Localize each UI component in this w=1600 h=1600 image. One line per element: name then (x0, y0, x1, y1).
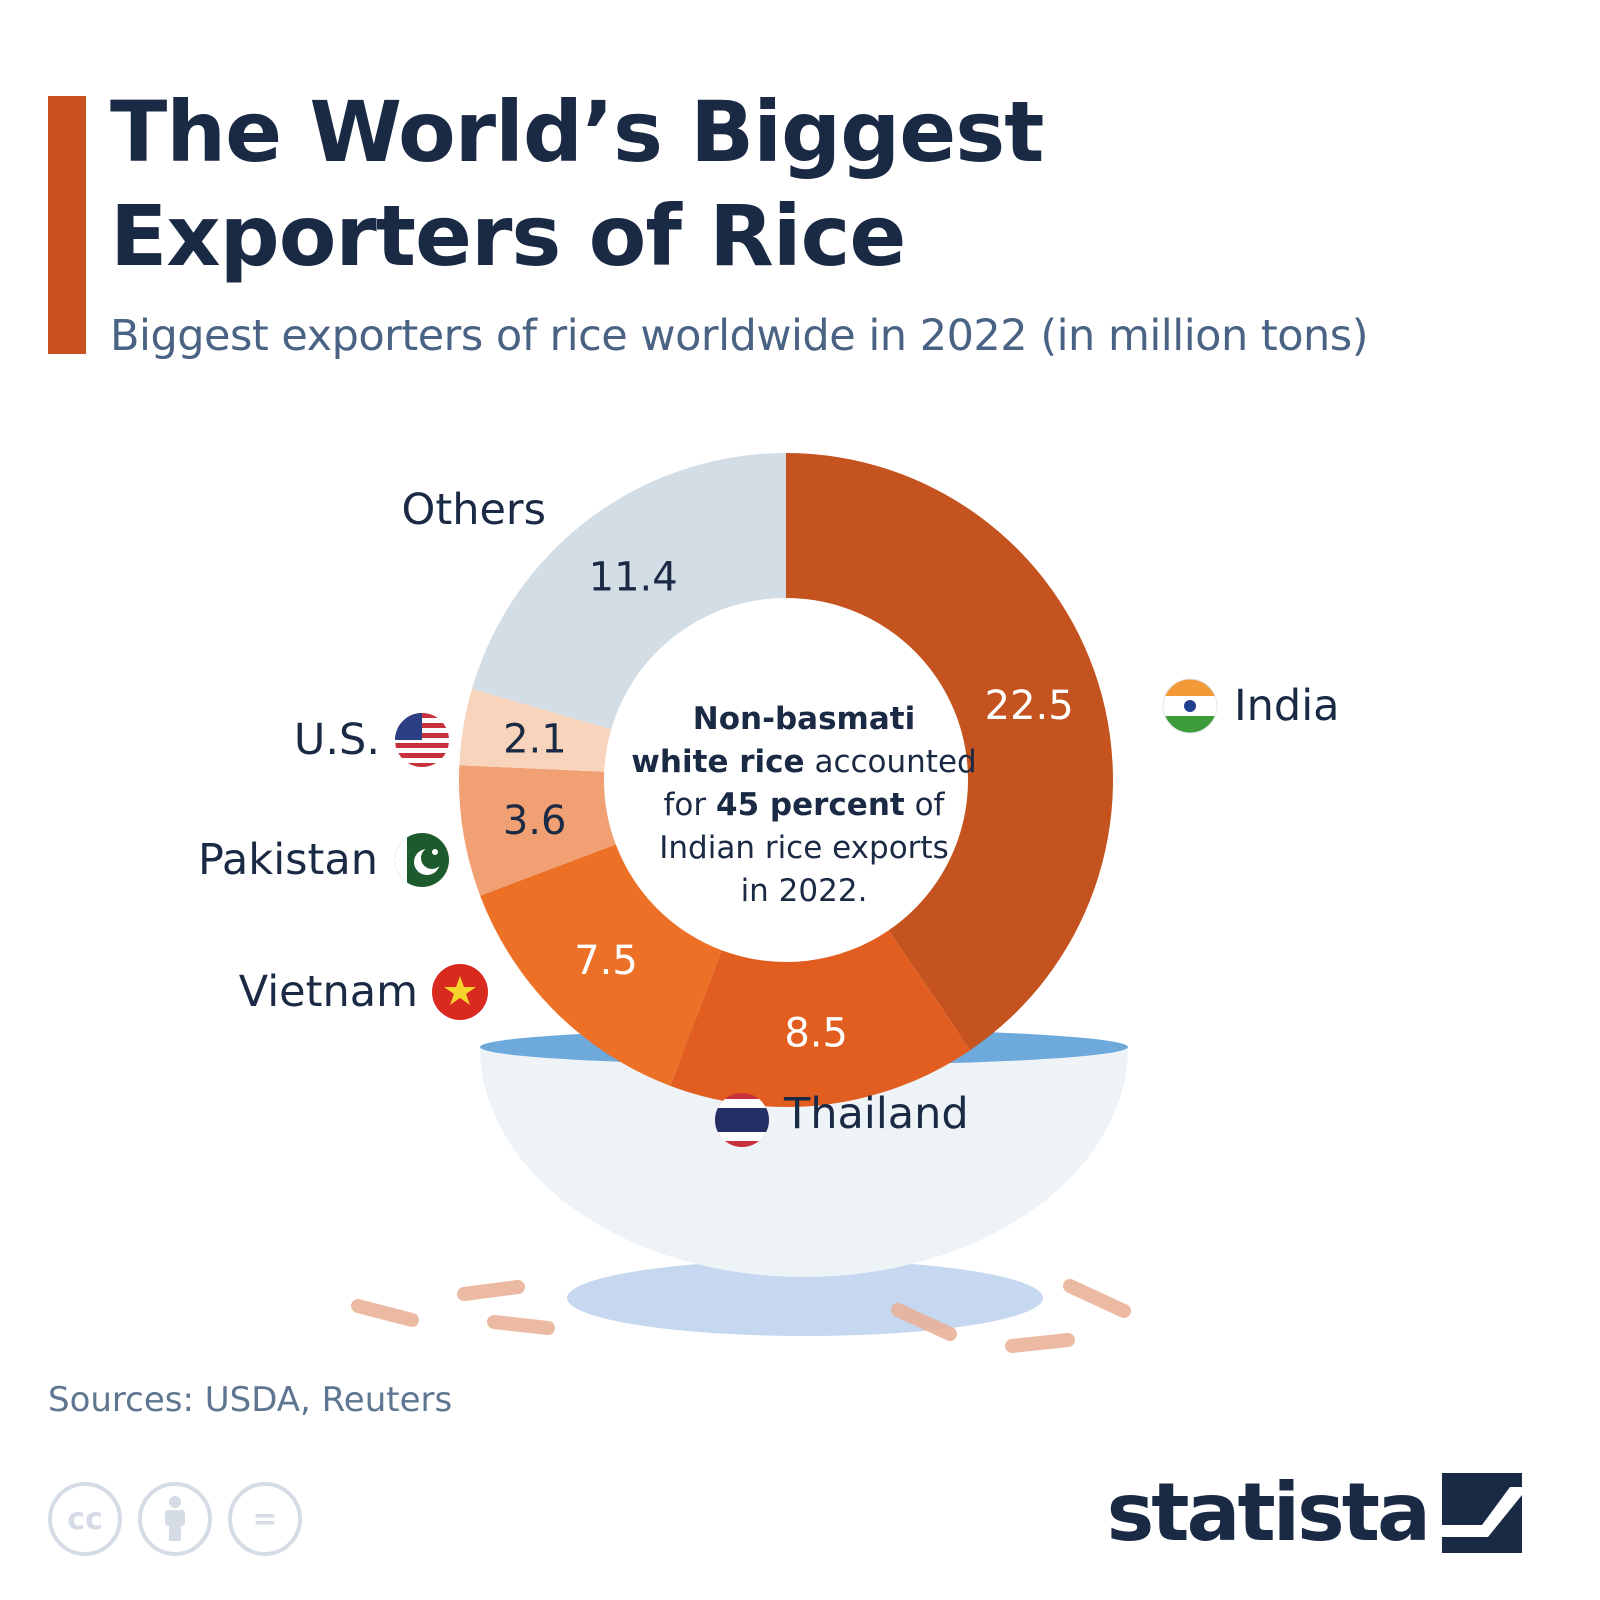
category-labels: Others India U.S. Pakistan Vietnam Thail… (198, 485, 1340, 1139)
value-label-us: 2.1 (503, 716, 567, 762)
slice-value-labels: 22.5 8.5 7.5 3.6 2.1 11.4 (503, 554, 1074, 1056)
cc-icon-text: cc (67, 1501, 103, 1537)
rice-grain (351, 1299, 419, 1327)
rice-grain (1005, 1333, 1075, 1353)
center-note-line-3: for 45 percent of (664, 787, 946, 823)
center-annotation: Non-basmati white rice accounted for 45 … (631, 701, 976, 909)
value-label-others: 11.4 (589, 554, 678, 600)
center-note-line-2: white rice accounted (631, 744, 976, 780)
vietnam-flag-icon (432, 964, 488, 1020)
india-flag-icon (1162, 678, 1218, 734)
donut-slices (459, 453, 1114, 1107)
person-icon (165, 1496, 185, 1541)
license-icons: cc = (48, 1482, 302, 1556)
value-label-vietnam: 7.5 (574, 938, 638, 984)
us-flag-icon (395, 713, 449, 767)
value-label-india: 22.5 (985, 683, 1074, 729)
bowl-body (480, 1047, 1128, 1277)
cc-icon[interactable]: cc (48, 1482, 122, 1556)
center-note-bold-text: 45 percent (716, 787, 905, 823)
no-derivatives-icon-text: = (252, 1501, 278, 1537)
slice-india (786, 453, 1114, 1051)
value-label-pakistan: 3.6 (503, 798, 567, 844)
slice-us (459, 688, 612, 772)
rice-grains (351, 1279, 1131, 1353)
category-label-us: U.S. (294, 715, 380, 765)
slice-pakistan (459, 765, 616, 896)
center-note-line-5: in 2022. (741, 873, 868, 909)
value-label-thailand: 8.5 (784, 1011, 848, 1057)
no-derivatives-icon[interactable]: = (228, 1482, 302, 1556)
slice-others (471, 453, 786, 730)
title-accent-bar (48, 96, 86, 354)
center-note-text: for (664, 787, 716, 823)
chart-subtitle: Biggest exporters of rice worldwide in 2… (110, 311, 1368, 361)
category-label-others: Others (402, 485, 547, 535)
rice-grain (457, 1280, 525, 1301)
statista-mark-icon (1442, 1473, 1522, 1553)
category-label-pakistan: Pakistan (198, 835, 378, 885)
thailand-flag-icon (715, 1093, 769, 1147)
center-note-line-1: Non-basmati (693, 701, 915, 737)
pakistan-flag-icon (395, 833, 449, 887)
center-note-text: of (905, 787, 946, 823)
center-note-text: accounted (805, 744, 977, 780)
category-label-thailand: Thailand (783, 1089, 969, 1139)
rice-grain (1063, 1279, 1131, 1318)
rice-grain (487, 1315, 555, 1335)
source-note: Sources: USDA, Reuters (48, 1380, 453, 1420)
center-note-line-4: Indian rice exports (659, 830, 948, 866)
category-label-india: India (1234, 681, 1340, 731)
attribution-icon[interactable] (138, 1482, 212, 1556)
chart-title: The World’s Biggest Exporters of Rice (110, 83, 1044, 285)
center-note-bold-text: white rice (631, 744, 804, 780)
statista-logo[interactable]: statista (1107, 1468, 1522, 1558)
slice-vietnam (480, 844, 722, 1086)
slice-thailand (670, 930, 971, 1107)
rice-grain (891, 1303, 957, 1341)
category-label-vietnam: Vietnam (239, 967, 418, 1017)
brand-name: statista (1106, 1466, 1431, 1559)
